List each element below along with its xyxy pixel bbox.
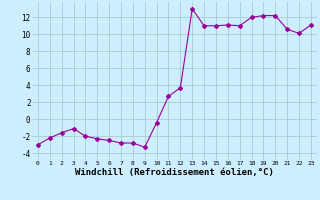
X-axis label: Windchill (Refroidissement éolien,°C): Windchill (Refroidissement éolien,°C) xyxy=(75,168,274,177)
